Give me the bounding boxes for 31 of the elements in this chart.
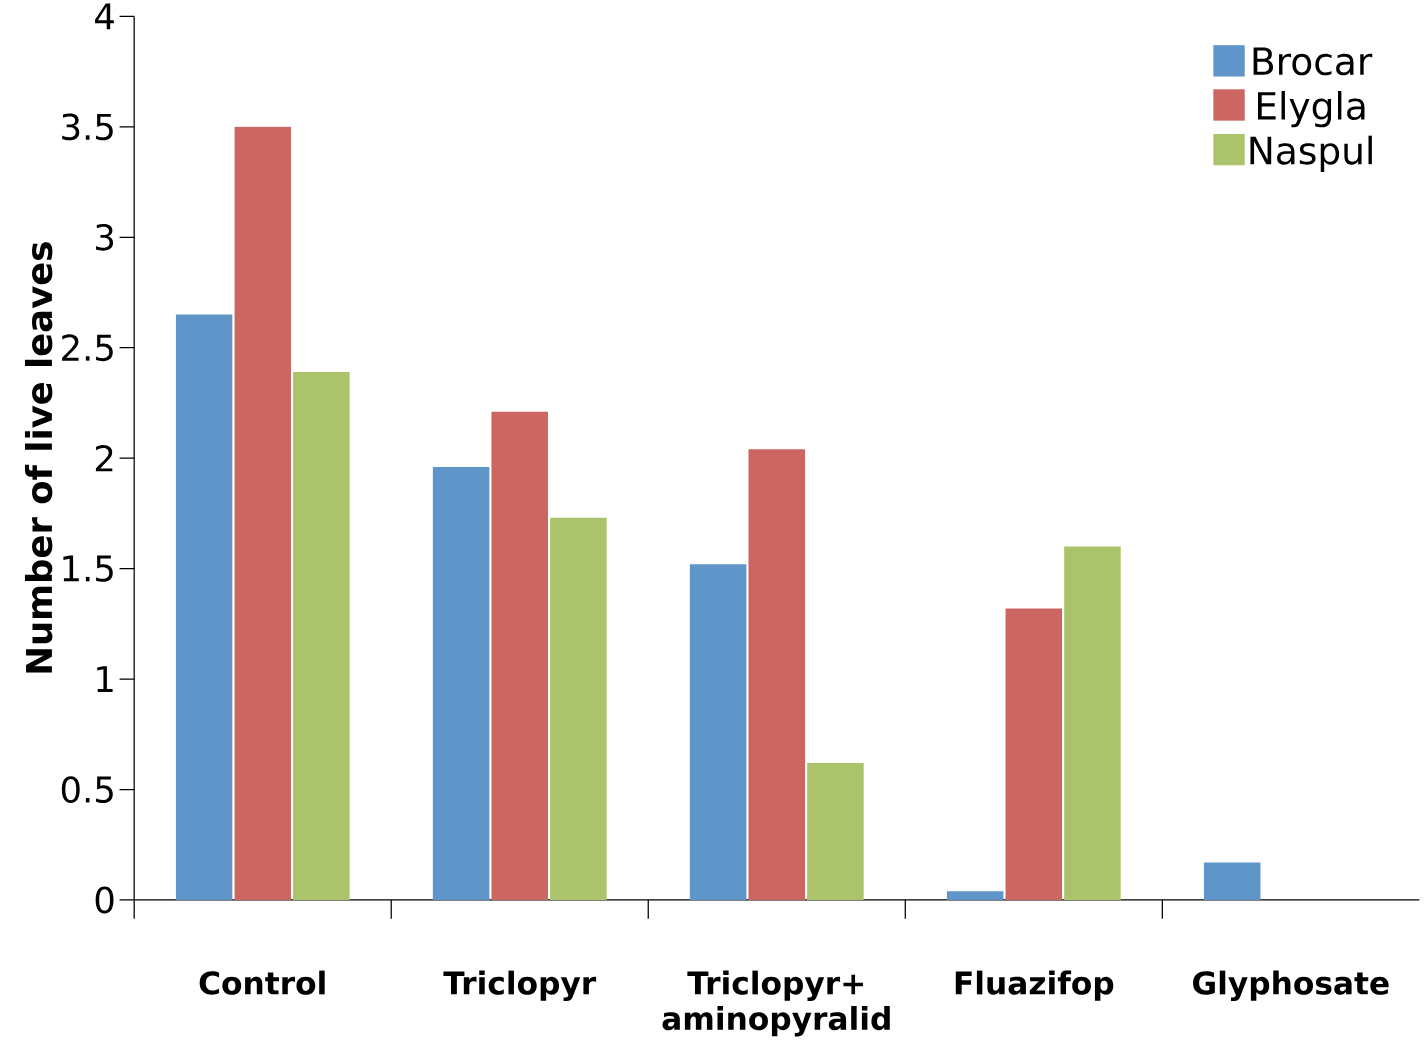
bar (234, 126, 291, 900)
bar (946, 891, 1004, 900)
bar (748, 449, 806, 900)
bar (293, 372, 350, 900)
y-tick-label: 1.5 (63, 555, 113, 582)
y-tick-label: 3 (96, 223, 114, 251)
y-tick-label: 4 (95, 3, 114, 30)
bar (550, 517, 607, 900)
y-tick-label: 1 (97, 666, 113, 692)
bar (1005, 608, 1063, 900)
legend-label: Elygla (1258, 90, 1365, 128)
x-tick-label: Control (199, 970, 325, 995)
y-tick-label: 0 (95, 886, 114, 914)
y-tick-label: 0.5 (61, 776, 113, 803)
y-tick-label: 3.5 (62, 113, 113, 141)
x-tick-label: Glyphosate (1193, 970, 1389, 1002)
legend-label: Brocar (1253, 47, 1373, 76)
y-tick-label: 2 (95, 445, 113, 472)
bar (689, 564, 747, 900)
bar (491, 411, 549, 900)
x-tick-label: Fluazifop (955, 970, 1114, 1001)
x-tick-label: Triclopyr+ aminopyralid (662, 970, 890, 1037)
x-tick-label: Triclopyr (443, 970, 597, 1002)
y-tick-label: 2.5 (62, 334, 113, 362)
legend-label: Naspul (1250, 135, 1372, 172)
bar (1203, 862, 1261, 900)
bar (432, 467, 490, 900)
bar (1064, 546, 1121, 900)
bar (175, 314, 233, 900)
bar (807, 763, 864, 900)
y-axis-title: Number of live leaves (24, 242, 53, 673)
